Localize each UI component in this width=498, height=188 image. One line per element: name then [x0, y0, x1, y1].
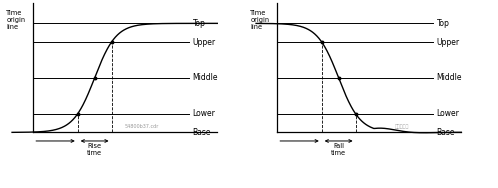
- Text: 54800b37.cdr: 54800b37.cdr: [124, 124, 159, 129]
- Text: Time
origin
line: Time origin line: [6, 10, 25, 30]
- Text: Lower: Lower: [437, 109, 460, 118]
- Text: Top: Top: [437, 19, 449, 28]
- Text: Lower: Lower: [193, 109, 216, 118]
- Text: Rise
time: Rise time: [87, 143, 102, 156]
- Text: Time
origin
line: Time origin line: [250, 10, 269, 30]
- Text: Base: Base: [193, 128, 211, 137]
- Text: Middle: Middle: [437, 73, 462, 82]
- Text: 信号完整性: 信号完整性: [395, 124, 409, 129]
- Text: Fall
time: Fall time: [331, 143, 346, 156]
- Text: Middle: Middle: [193, 73, 218, 82]
- Text: Top: Top: [193, 19, 205, 28]
- Text: Base: Base: [437, 128, 455, 137]
- Text: Upper: Upper: [437, 38, 460, 47]
- Text: Upper: Upper: [193, 38, 216, 47]
